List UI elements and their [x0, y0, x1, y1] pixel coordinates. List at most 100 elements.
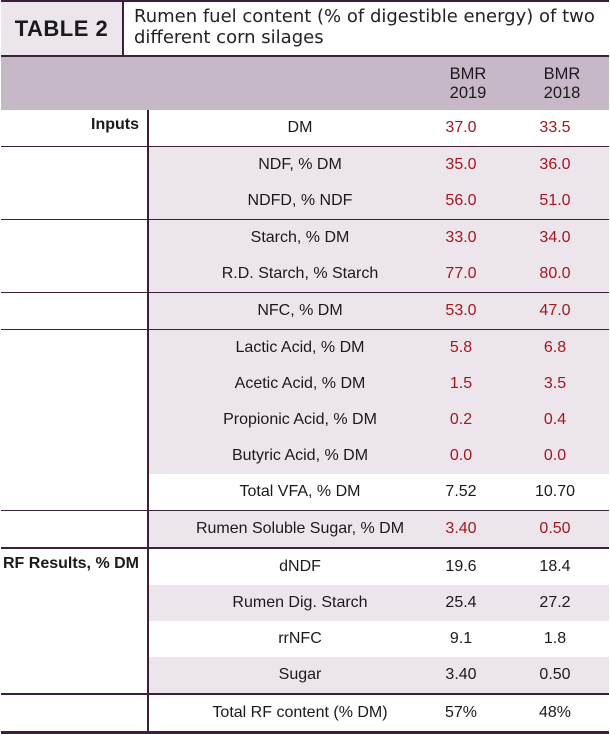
table-row: Butyric Acid, % DM 0.0 0.0: [1, 438, 609, 474]
table-row: Sugar 3.40 0.50: [1, 657, 609, 694]
table-row: Rumen Soluble Sugar, % DM 3.40 0.50: [1, 510, 609, 548]
group-cell: [1, 693, 149, 734]
value-bmr-2018: 36.0: [515, 146, 609, 183]
table-row: NDFD, % NDF 56.0 51.0: [1, 183, 609, 220]
header-blank: [1, 55, 148, 110]
value-bmr-2018: 1.8: [543, 630, 567, 647]
group-cell: [1, 366, 149, 402]
value-bmr-2018: 27.2: [515, 585, 609, 621]
table-title-bar: TABLE 2 Rumen fuel content (% of digesti…: [1, 0, 609, 55]
parameter-cell: NDF, % DM: [148, 146, 421, 183]
column-header-line: 2019: [449, 83, 487, 102]
value-bmr-2019: 1.5: [421, 366, 515, 402]
column-header-line: BMR: [449, 64, 487, 83]
group-cell: [1, 621, 149, 657]
table-row: Total VFA, % DM 7.52 10.70: [1, 474, 609, 511]
table-row: Starch, % DM 33.0 34.0: [1, 219, 609, 256]
group-cell: [1, 146, 149, 183]
value-bmr-2018: 0.50: [515, 657, 609, 694]
value-bmr-2019: 37.0: [445, 119, 477, 136]
table-row: NDF, % DM 35.0 36.0: [1, 146, 609, 183]
value-bmr-2018: 0.4: [515, 402, 609, 438]
table-number: TABLE 2: [1, 2, 124, 55]
parameter-cell: Rumen Soluble Sugar, % DM: [148, 510, 421, 548]
table-caption: Rumen fuel content (% of digestible ener…: [134, 6, 595, 48]
table-row: Propionic Acid, % DM 0.2 0.4: [1, 402, 609, 438]
value-bmr-2019: 3.40: [421, 510, 515, 548]
value-bmr-2018: 10.70: [534, 483, 576, 500]
table-row: Acetic Acid, % DM 1.5 3.5: [1, 366, 609, 402]
group-cell: [1, 438, 149, 474]
value-bmr-2018: 0.0: [515, 438, 609, 474]
value-bmr-2019: 25.4: [421, 585, 515, 621]
group-cell: [1, 256, 149, 293]
group-label: RF Results, % DM: [1, 547, 149, 585]
parameter-cell: NDFD, % NDF: [148, 183, 421, 220]
group-cell: [1, 329, 149, 366]
group-label: Inputs: [1, 110, 149, 147]
parameter-cell: Starch, % DM: [148, 219, 421, 256]
value-bmr-2018: 51.0: [515, 183, 609, 220]
table-row: Lactic Acid, % DM 5.8 6.8: [1, 329, 609, 366]
group-cell: [1, 585, 149, 621]
value-bmr-2018: 47.0: [515, 292, 609, 330]
column-header-line: 2018: [543, 83, 581, 102]
total-bmr-2019: 57%: [421, 693, 515, 734]
column-header-bmr-2019: BMR 2019: [421, 55, 515, 110]
value-bmr-2019: 19.6: [421, 547, 515, 585]
table-row: RF Results, % DM dNDF 19.6 18.4: [1, 547, 609, 585]
header-row: BMR 2019 BMR 2018: [1, 55, 609, 110]
total-label: Total RF content (% DM): [148, 693, 421, 734]
value-bmr-2018: 34.0: [515, 219, 609, 256]
table-row: Rumen Dig. Starch 25.4 27.2: [1, 585, 609, 621]
parameter-cell: Rumen Dig. Starch: [148, 585, 421, 621]
total-row: Total RF content (% DM) 57% 48%: [1, 693, 609, 734]
parameter-cell: Lactic Acid, % DM: [148, 329, 421, 366]
parameter-cell: Total VFA, % DM: [239, 483, 361, 500]
group-cell: [1, 657, 149, 694]
total-bmr-2018: 48%: [515, 693, 609, 734]
value-bmr-2018: 6.8: [515, 329, 609, 366]
parameter-cell: Butyric Acid, % DM: [148, 438, 421, 474]
table-row: NFC, % DM 53.0 47.0: [1, 292, 609, 330]
value-bmr-2019: 5.8: [421, 329, 515, 366]
value-bmr-2019: 35.0: [421, 146, 515, 183]
parameter-cell: Acetic Acid, % DM: [148, 366, 421, 402]
parameter-cell: Propionic Acid, % DM: [148, 402, 421, 438]
group-cell: [1, 292, 149, 330]
group-cell: [1, 402, 149, 438]
parameter-cell: R.D. Starch, % Starch: [148, 256, 421, 293]
value-bmr-2019: 53.0: [421, 292, 515, 330]
group-cell: [1, 219, 149, 256]
table-body: Inputs DM 37.0 33.5 NDF, % DM 35.0 36.0 NDFD, %…: [1, 110, 609, 734]
value-bmr-2019: 3.40: [421, 657, 515, 694]
table-row: R.D. Starch, % Starch 77.0 80.0: [1, 256, 609, 293]
data-table: BMR 2019 BMR 2018 Inputs DM 37.0 33.5 NDF, %…: [1, 55, 609, 734]
parameter-cell: NFC, % DM: [148, 292, 421, 330]
parameter-cell: Sugar: [148, 657, 421, 694]
column-header-bmr-2018: BMR 2018: [515, 55, 609, 110]
value-bmr-2019: 7.52: [445, 483, 477, 500]
value-bmr-2019: 0.0: [421, 438, 515, 474]
value-bmr-2019: 9.1: [449, 630, 473, 647]
column-header-line: BMR: [543, 64, 581, 83]
header-blank: [148, 55, 421, 110]
parameter-cell: DM: [287, 119, 313, 136]
value-bmr-2018: 80.0: [515, 256, 609, 293]
value-bmr-2019: 56.0: [421, 183, 515, 220]
value-bmr-2018: 3.5: [515, 366, 609, 402]
table-row: rrNFC 9.1 1.8: [1, 621, 609, 657]
value-bmr-2018: 33.5: [539, 119, 571, 136]
value-bmr-2018: 18.4: [515, 547, 609, 585]
parameter-cell: rrNFC: [278, 630, 322, 647]
group-cell: [1, 510, 149, 548]
value-bmr-2018: 0.50: [515, 510, 609, 548]
group-cell: [1, 183, 149, 220]
value-bmr-2019: 33.0: [421, 219, 515, 256]
group-cell: [1, 474, 149, 511]
value-bmr-2019: 0.2: [421, 402, 515, 438]
table-row: Inputs DM 37.0 33.5: [1, 110, 609, 147]
value-bmr-2019: 77.0: [421, 256, 515, 293]
parameter-cell: dNDF: [148, 547, 421, 585]
